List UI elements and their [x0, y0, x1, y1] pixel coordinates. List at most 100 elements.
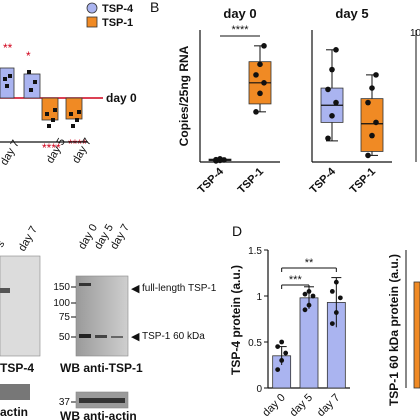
data-point — [253, 72, 259, 78]
data-point — [369, 132, 375, 139]
y-tick-label: 0 — [256, 384, 262, 395]
x-tick-label: TSP-4 — [196, 165, 227, 196]
data-point — [217, 156, 223, 162]
d2-partial-bar — [413, 281, 420, 389]
x-tick-label: day 7 — [315, 392, 343, 420]
data-point — [373, 72, 379, 78]
x-tick-label: day 5 — [288, 392, 316, 420]
wb-annot-60kda: TSP-1 60 kDa — [142, 331, 205, 342]
bar-chart-tsp4-protein: TSP-4 protein (a.u.) 0 0.5 1 1.5 day 0 day 5 da… — [229, 246, 350, 419]
wb-band-60kda-d7 — [111, 336, 123, 338]
data-point — [261, 43, 267, 49]
data-point — [310, 293, 316, 299]
wb-right-membrane — [75, 275, 129, 357]
b3-partial-tick: 100 — [410, 28, 420, 39]
data-point — [279, 358, 285, 363]
x-tick-label: TSP-1 — [236, 166, 267, 197]
data-point — [365, 152, 371, 159]
wb-left-lane-1: s — [0, 238, 8, 249]
wb-left-membrane — [0, 255, 41, 357]
wb-left-lane-2: day 7 — [16, 224, 40, 253]
wb-band-60kda-d0 — [79, 334, 91, 338]
chart-title: day 0 — [223, 6, 256, 21]
wb-annot-arrow-2: ◀ — [131, 331, 140, 343]
bar-day-5 — [299, 297, 319, 389]
sig-label: *** — [289, 274, 303, 286]
sig-label: **** — [231, 24, 249, 36]
wb-band-full-length — [79, 283, 91, 286]
wb-right: day 0 day 5 day 7 150 100 75 50 ◀ full-l… — [53, 222, 216, 420]
wb-left-actin: actin — [0, 405, 28, 419]
wb-actin-marker: 37 — [59, 397, 71, 408]
data-point — [333, 47, 339, 53]
legend: TSP-4 TSP-1 — [86, 2, 134, 29]
sig-bottom-2: **** — [68, 137, 87, 151]
panel-label-d: D — [232, 223, 242, 239]
data-point — [275, 367, 281, 372]
legend-tsp4-label: TSP-4 — [102, 3, 134, 15]
bar-a-day7-tsp1 — [65, 97, 83, 120]
data-point — [329, 113, 335, 119]
data-point — [306, 302, 312, 308]
y-tick-label: 1 — [256, 292, 262, 303]
wb-band-60kda-d5 — [95, 335, 107, 338]
data-point — [279, 339, 285, 345]
bar-a-day7-tsp4 — [0, 67, 15, 99]
bar-a-day5-tsp4b — [23, 73, 41, 99]
wb-annot-full-length: full-length TSP-1 — [142, 283, 217, 294]
legend-tsp1-swatch — [86, 16, 98, 28]
data-point — [373, 119, 379, 126]
legend-tsp1-label: TSP-1 — [102, 17, 133, 29]
data-point — [333, 99, 339, 106]
sig-label: ** — [305, 257, 314, 269]
data-point — [329, 321, 335, 326]
data-point — [275, 344, 281, 349]
data-point — [306, 289, 312, 294]
y-axis-label: TSP-4 protein (a.u.) — [229, 265, 243, 375]
wb-marker-100: 100 — [53, 298, 70, 309]
legend-tsp4-swatch — [86, 2, 98, 14]
baseline-label: day 0 — [106, 91, 137, 105]
data-point — [329, 289, 335, 294]
wb-actin-caption: WB anti-actin — [60, 409, 137, 420]
x-tick-label: TSP-1 — [348, 166, 379, 197]
wb-actin-band — [79, 398, 125, 403]
data-point — [257, 90, 263, 97]
sig-top-2: * — [26, 49, 31, 63]
data-point — [365, 99, 371, 106]
data-point — [302, 307, 308, 313]
wb-marker-150: 150 — [53, 282, 70, 293]
x-tick-label: TSP-4 — [308, 165, 339, 196]
box-chart-day5: day 5 TSP-4 TSP-1 — [308, 6, 392, 196]
sig-bottom-1: **** — [42, 141, 61, 155]
box-chart-day0: day 0 TSP-4 TSP-1 **** Copies/25ng RNA — [177, 6, 280, 196]
y-tick-label: 1.5 — [248, 246, 262, 257]
data-point — [302, 291, 308, 297]
wb-marker-50: 50 — [59, 332, 71, 343]
sig-top-1: ** — [3, 41, 13, 55]
data-point — [325, 86, 331, 93]
wb-left-band — [0, 288, 10, 293]
data-point — [369, 85, 375, 91]
data-point — [253, 109, 259, 115]
wb-right-caption: WB anti-TSP-1 — [60, 361, 143, 375]
data-point — [337, 295, 343, 301]
data-point — [333, 279, 339, 285]
data-point — [325, 135, 331, 142]
d2-ylabel: TSP-1 60 kDa protein (a.u.) — [387, 254, 401, 406]
wb-annot-arrow-1: ◀ — [131, 283, 140, 295]
wb-left: s day 7 TSP-4 actin — [0, 224, 41, 419]
wb-left-actin-band — [0, 384, 30, 400]
data-point — [333, 310, 339, 315]
box-tsp-1 — [360, 98, 384, 152]
wb-left-caption: TSP-4 — [0, 361, 34, 375]
x-tick-label: day 0 — [260, 392, 288, 420]
panel-a: day 0 ** * **** **** day 7 day 5 day 7 — [0, 41, 137, 168]
data-point — [329, 66, 335, 73]
y-axis-label: Copies/25ng RNA — [177, 45, 191, 146]
data-point — [257, 61, 263, 68]
chart-title: day 5 — [335, 6, 368, 21]
data-point — [261, 80, 267, 86]
panel-label-b: B — [150, 0, 159, 15]
